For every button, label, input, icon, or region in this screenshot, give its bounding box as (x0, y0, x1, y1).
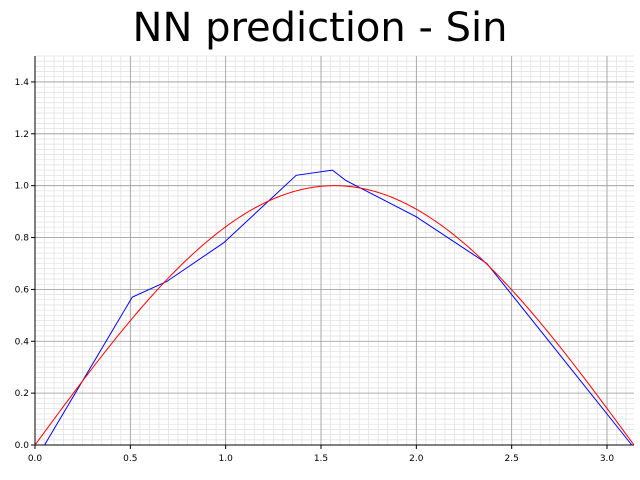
x-tick-label: 2.0 (409, 454, 424, 464)
x-tick-label: 2.5 (505, 454, 519, 464)
x-tick-label: 0.5 (123, 454, 137, 464)
y-tick-label: 0.8 (15, 234, 30, 244)
x-tick-label: 3.0 (600, 454, 615, 464)
axes (34, 56, 634, 446)
y-tick-label: 1.0 (15, 182, 30, 192)
y-tick-label: 0.0 (15, 441, 30, 451)
minor-grid (34, 55, 634, 446)
y-tick-label: 1.2 (15, 130, 29, 140)
y-tick-label: 0.6 (15, 285, 30, 295)
series-line-sin (34, 185, 635, 446)
x-axis-ticks: 0.0 0.5 1.0 1.5 2.0 2.5 3.0 (28, 445, 615, 464)
y-tick-label: 1.4 (15, 78, 30, 88)
x-tick-label: 1.5 (314, 454, 328, 464)
major-grid (34, 56, 634, 446)
series-layer (34, 169, 635, 446)
y-axis-ticks: 0.0 0.2 0.4 0.6 0.8 1.0 1.2 1.4 (15, 78, 35, 451)
series-line-prediction (44, 169, 633, 446)
x-tick-label: 1.0 (219, 454, 234, 464)
x-tick-label: 0.0 (28, 454, 43, 464)
chart-title: NN prediction - Sin (132, 5, 508, 51)
y-tick-label: 0.4 (15, 337, 30, 347)
y-tick-label: 0.2 (15, 389, 29, 399)
